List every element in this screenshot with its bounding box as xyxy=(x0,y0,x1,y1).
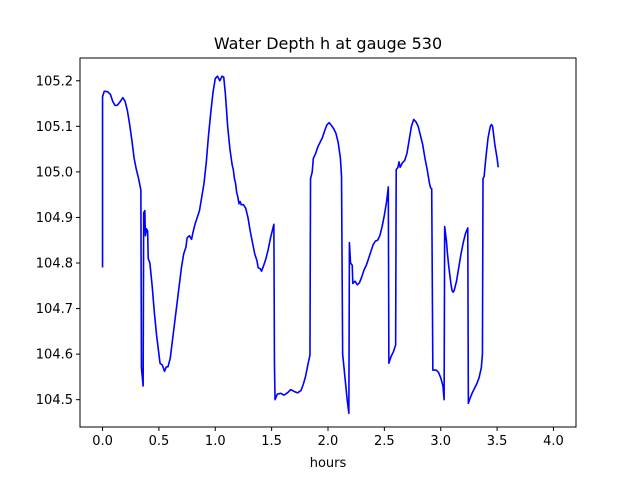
y-tick-label: 105.2 xyxy=(36,74,73,89)
x-tick-label: 2.0 xyxy=(318,434,339,449)
x-tick-label: 1.0 xyxy=(205,434,226,449)
y-tick-label: 105.1 xyxy=(36,120,73,135)
x-axis: 0.0 0.5 1.0 1.5 2.0 2.5 3.0 3.5 4.0 xyxy=(92,427,564,449)
y-tick-label: 104.6 xyxy=(36,348,73,363)
y-tick-label: 104.5 xyxy=(36,393,73,408)
series-line-0 xyxy=(101,75,500,415)
x-tick-label: 0.0 xyxy=(92,434,113,449)
chart-title: Water Depth h at gauge 530 xyxy=(214,34,442,53)
y-tick-label: 105.0 xyxy=(36,165,73,180)
y-axis: 104.5 104.6 104.7 104.8 104.9 105.0 105.1 105.2 xyxy=(36,74,80,408)
x-tick-label: 1.5 xyxy=(261,434,282,449)
x-axis-label: hours xyxy=(310,456,347,471)
plot-area xyxy=(101,75,500,415)
x-tick-label: 3.5 xyxy=(487,434,508,449)
y-tick-label: 104.8 xyxy=(36,257,73,272)
x-tick-label: 3.0 xyxy=(430,434,451,449)
x-tick-label: 0.5 xyxy=(149,434,170,449)
x-tick-label: 4.0 xyxy=(543,434,564,449)
y-tick-label: 104.9 xyxy=(36,211,73,226)
x-tick-label: 2.5 xyxy=(374,434,395,449)
y-tick-label: 104.7 xyxy=(36,302,73,317)
